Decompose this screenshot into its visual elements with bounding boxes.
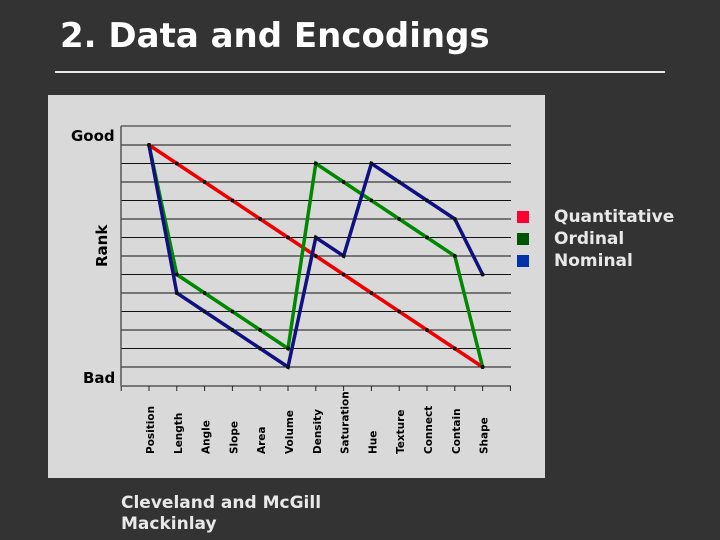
chart-panel: Good Bad Rank Position Length Angle Slope Ar… (48, 95, 545, 478)
x-tick-label: Position (145, 406, 157, 454)
x-tick-label: Volume (284, 410, 296, 454)
x-tick-label: Contain (451, 408, 463, 454)
data-point (202, 291, 207, 295)
x-tick-label: Connect (423, 406, 435, 454)
legend-item-nominal: Nominal (517, 250, 674, 272)
data-point (397, 217, 402, 221)
data-point (258, 217, 263, 221)
rank-chart: Good Bad Rank Position Length Angle Slope Ar… (71, 125, 511, 454)
x-tick-label: Texture (395, 410, 407, 454)
data-point (147, 143, 151, 147)
data-point (480, 365, 485, 369)
x-tick-label: Saturation (340, 391, 352, 454)
data-point (286, 365, 290, 369)
legend-swatch (517, 211, 529, 223)
data-point (397, 309, 402, 314)
data-point (452, 346, 457, 351)
data-point (452, 217, 457, 221)
data-point (369, 291, 374, 295)
data-point (369, 161, 374, 166)
x-tick-label: Hue (367, 431, 379, 454)
y-bottom-label: Bad (83, 369, 115, 387)
x-tick-label: Shape (479, 417, 491, 454)
data-point (369, 198, 374, 203)
data-point (425, 198, 429, 203)
data-point (425, 235, 429, 240)
data-point (258, 346, 263, 351)
data-point (313, 254, 318, 258)
x-tick-label: Slope (228, 421, 240, 454)
data-point (341, 272, 346, 277)
x-tick-label: Length (173, 413, 185, 454)
data-point (174, 272, 179, 277)
legend-item-ordinal: Ordinal (517, 228, 674, 250)
data-point (230, 198, 235, 203)
legend-item-quantitative: Quantitative (517, 206, 674, 228)
x-tick-label: Area (256, 426, 268, 454)
legend-swatch (517, 255, 529, 267)
data-point (313, 161, 318, 166)
credit-line: Mackinlay (121, 514, 217, 534)
data-point (230, 328, 235, 332)
data-point (425, 328, 429, 332)
legend-swatch (517, 233, 529, 245)
y-top-label: Good (71, 127, 115, 145)
data-point (286, 235, 290, 240)
credit-line: Cleveland and McGill (121, 493, 322, 513)
data-point (452, 254, 457, 258)
title-divider (55, 71, 665, 73)
data-point (202, 309, 207, 314)
data-point (286, 346, 290, 351)
slide-title: 2. Data and Encodings (60, 16, 490, 56)
data-point (174, 291, 179, 295)
data-point (341, 254, 346, 258)
y-axis-label: Rank (93, 224, 111, 267)
data-point (174, 161, 179, 166)
credits: Cleveland and McGill Mackinlay (121, 493, 321, 535)
data-point (397, 180, 402, 184)
data-point (480, 272, 485, 277)
x-tick-label: Density (312, 409, 324, 454)
data-point (341, 180, 346, 184)
data-point (258, 328, 263, 332)
legend: Quantitative Ordinal Nominal (517, 206, 674, 272)
data-point (230, 309, 235, 314)
data-point (202, 180, 207, 184)
x-tick-label: Angle (201, 420, 213, 454)
data-point (313, 235, 318, 240)
